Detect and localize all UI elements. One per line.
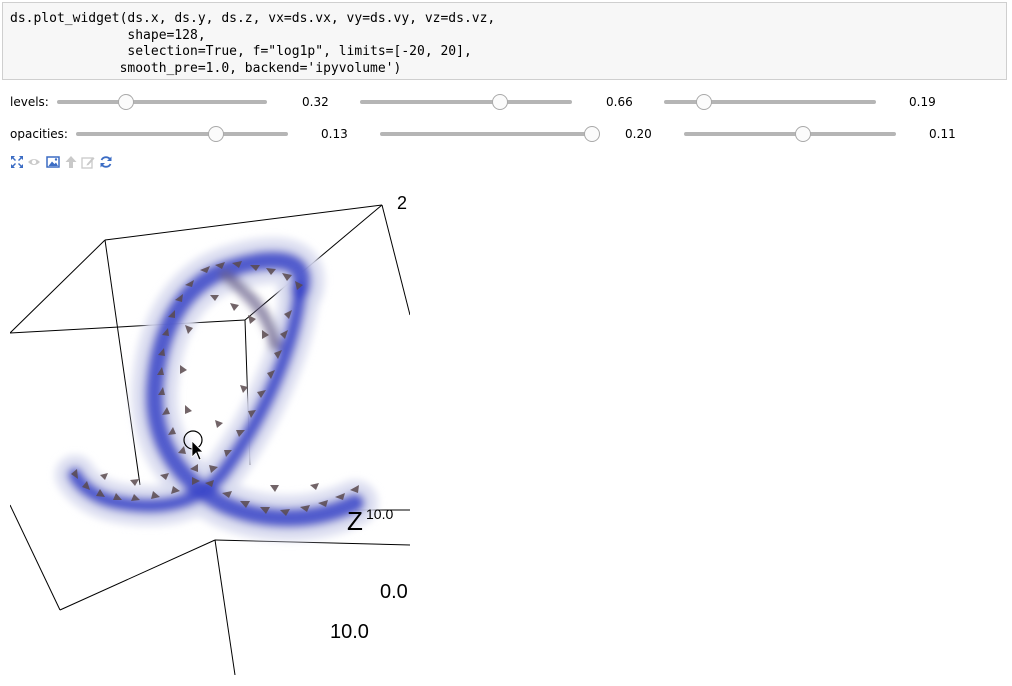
level-value-3: 0.19 xyxy=(909,95,936,109)
slider-track xyxy=(360,100,572,104)
level-slider-3[interactable] xyxy=(664,92,876,112)
slider-track xyxy=(57,100,267,104)
cursor-pointer-icon xyxy=(191,440,204,461)
code-line-1: ds.plot_widget(ds.x, ds.y, ds.z, vx=ds.v… xyxy=(10,11,496,26)
slider-track xyxy=(684,132,896,136)
velocity-arrows xyxy=(71,261,359,516)
opacity-value-1: 0.13 xyxy=(321,127,348,141)
axis-z-name: Z xyxy=(347,506,363,536)
fullscreen-icon[interactable] xyxy=(10,155,24,169)
refresh-icon[interactable] xyxy=(99,155,113,169)
slider-handle[interactable] xyxy=(491,94,508,110)
opacities-label: opacities: xyxy=(10,127,68,141)
opacity-slider-3[interactable] xyxy=(684,124,896,144)
code-line-4: smooth_pre=1.0, backend='ipyvolume') xyxy=(10,60,402,76)
arrow-up-icon[interactable] xyxy=(64,155,78,169)
volume-visualization[interactable]: 2 Z 10.0 0.0 10.0 xyxy=(10,185,410,675)
axis-tick-zero: 0.0 xyxy=(380,581,408,603)
code-line-3: selection=True, f="log1p", limits=[-20, … xyxy=(10,44,472,59)
opacity-value-2: 0.20 xyxy=(625,127,652,141)
image-icon[interactable] xyxy=(46,155,60,169)
code-line-2: shape=128, xyxy=(10,27,206,43)
opacity-slider-2[interactable] xyxy=(380,124,600,144)
opacity-value-3: 0.11 xyxy=(929,127,956,141)
axis-z-tick: 10.0 xyxy=(366,506,393,522)
slider-handle[interactable] xyxy=(584,126,600,142)
axis-top-label: 2 xyxy=(397,193,407,213)
slider-handle[interactable] xyxy=(696,94,713,110)
eye-icon[interactable] xyxy=(27,155,41,169)
volume-canvas[interactable]: 2 Z 10.0 0.0 10.0 xyxy=(10,185,410,675)
volume-ribbon xyxy=(55,237,378,541)
slider-track xyxy=(76,132,288,136)
level-slider-2[interactable] xyxy=(360,92,572,112)
bounding-box xyxy=(10,204,410,675)
code-text: ds.plot_widget(ds.x, ds.y, ds.z, vx=ds.v… xyxy=(10,11,495,77)
slider-handle[interactable] xyxy=(118,94,135,110)
axis-tick-ten: 10.0 xyxy=(330,621,369,643)
slider-track xyxy=(380,132,592,136)
levels-label: levels: xyxy=(10,95,49,109)
level-slider-1[interactable] xyxy=(57,92,267,112)
edit-icon[interactable] xyxy=(81,155,95,169)
slider-handle[interactable] xyxy=(207,126,224,142)
level-value-2: 0.66 xyxy=(606,95,633,109)
level-value-1: 0.32 xyxy=(302,95,329,109)
opacity-slider-1[interactable] xyxy=(76,124,288,144)
code-cell[interactable]: ds.plot_widget(ds.x, ds.y, ds.z, vx=ds.v… xyxy=(2,2,1007,80)
slider-track xyxy=(664,100,876,104)
slider-handle[interactable] xyxy=(794,126,811,142)
